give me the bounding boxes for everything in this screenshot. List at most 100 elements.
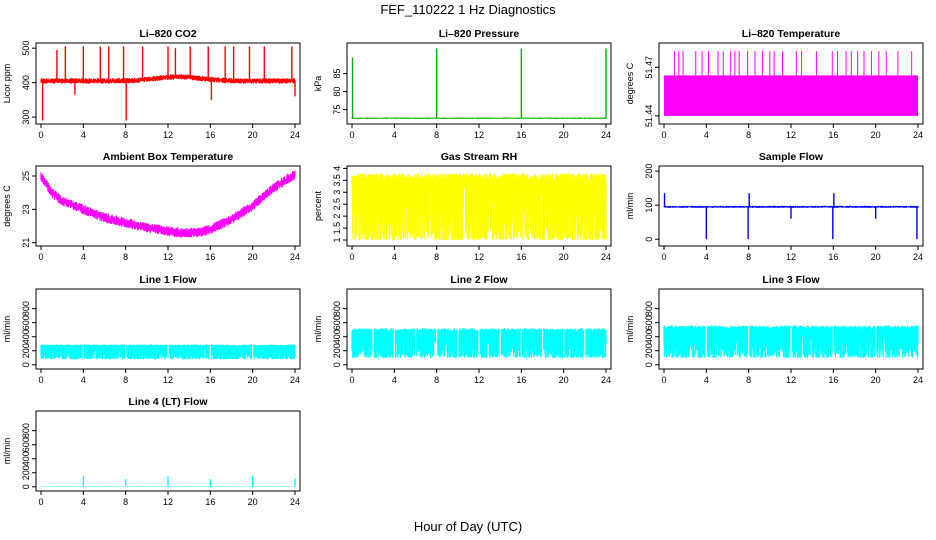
panel-sample: Sample Flow 0 4 8 12 16 20 24 0 100 200 ml/min <box>625 151 924 262</box>
y-axis-label: ml/min <box>313 316 323 343</box>
y-tick-label: 200 <box>644 164 654 179</box>
y-tick-label: 23 <box>21 204 31 214</box>
x-tick-label: 24 <box>290 130 300 140</box>
x-tick-label: 24 <box>290 375 300 385</box>
x-tick-label: 20 <box>559 130 569 140</box>
x-tick-label: 12 <box>163 130 173 140</box>
x-tick-label: 20 <box>559 252 569 262</box>
y-tick-label: 4 <box>332 166 342 171</box>
x-tick-label: 20 <box>248 375 258 385</box>
panel-box: Ambient Box Temperature 0 4 8 12 16 20 24 21 23 25… <box>2 151 301 262</box>
x-tick-label: 20 <box>248 130 258 140</box>
series-line2 <box>351 328 607 358</box>
x-tick-label: 12 <box>474 252 484 262</box>
series-band <box>351 173 607 240</box>
x-tick-label: 16 <box>828 375 838 385</box>
y-axis-label: percent <box>313 190 323 221</box>
y-tick-label: 85 <box>332 69 342 79</box>
x-tick-label: 12 <box>163 252 173 262</box>
x-tick-label: 12 <box>163 497 173 507</box>
series-line4 <box>40 476 296 487</box>
series-sample <box>663 193 919 240</box>
y-tick-label: 600 <box>21 437 31 452</box>
y-tick-label: 51.47 <box>644 56 654 79</box>
y-tick-label: 400 <box>332 329 342 344</box>
x-tick-label: 4 <box>392 375 397 385</box>
x-tick-label: 8 <box>434 252 439 262</box>
y-tick-label: 0 <box>21 362 31 367</box>
x-tick-label: 16 <box>828 252 838 262</box>
y-axis-label: ml/min <box>2 316 12 343</box>
series-co2 <box>40 46 296 121</box>
x-tick-label: 24 <box>913 130 923 140</box>
panel-title: Line 3 Flow <box>762 274 820 286</box>
y-tick-label: 3.5 <box>332 174 342 187</box>
figure-title: FEF_110222 1 Hz Diagnostics <box>380 2 556 17</box>
x-tick-label: 16 <box>205 252 215 262</box>
panel-title: Gas Stream RH <box>441 151 517 163</box>
y-tick-label: 75 <box>332 105 342 115</box>
panel-title: Line 1 Flow <box>139 274 197 286</box>
y-tick-label: 800 <box>644 301 654 316</box>
x-tick-label: 4 <box>392 252 397 262</box>
series-line <box>40 170 296 238</box>
y-tick-label: 600 <box>21 315 31 330</box>
x-tick-label: 0 <box>661 252 666 262</box>
x-tick-label: 20 <box>871 130 881 140</box>
x-tick-label: 16 <box>205 497 215 507</box>
x-tick-label: 0 <box>349 130 354 140</box>
x-tick-label: 0 <box>38 497 43 507</box>
y-axis-label: degrees C <box>625 62 635 104</box>
x-tick-label: 0 <box>38 252 43 262</box>
x-tick-label: 8 <box>746 252 751 262</box>
series-pressure <box>351 48 607 119</box>
x-tick-label: 8 <box>434 130 439 140</box>
x-tick-label: 8 <box>123 375 128 385</box>
x-tick-label: 0 <box>349 375 354 385</box>
x-tick-label: 4 <box>81 375 86 385</box>
y-axis-label: Licor ppm <box>2 64 12 104</box>
series-box <box>40 170 296 238</box>
y-tick-label: 400 <box>21 75 31 90</box>
y-tick-label: 500 <box>21 41 31 56</box>
y-axis-label: kPa <box>313 76 323 92</box>
y-tick-label: 51.44 <box>644 105 654 128</box>
y-axis-label: degrees C <box>2 185 12 227</box>
series-line1 <box>40 344 296 360</box>
y-tick-label: 2.5 <box>332 198 342 211</box>
x-tick-label: 8 <box>746 375 751 385</box>
y-tick-label: 0 <box>644 362 654 367</box>
x-tick-label: 16 <box>205 130 215 140</box>
y-tick-label: 21 <box>21 238 31 248</box>
x-tick-label: 20 <box>559 375 569 385</box>
x-tick-label: 16 <box>516 252 526 262</box>
x-tick-label: 16 <box>516 375 526 385</box>
x-tick-label: 4 <box>704 130 709 140</box>
series-temp <box>664 51 918 116</box>
panel-title: Li–820 Pressure <box>439 28 520 40</box>
x-tick-label: 16 <box>205 375 215 385</box>
panel-title: Ambient Box Temperature <box>103 151 234 163</box>
x-tick-label: 4 <box>81 252 86 262</box>
panel-temp: Li–820 Temperature 0 4 8 12 16 20 24 51.44 51.47 d… <box>625 28 924 140</box>
panel-title: Li–820 Temperature <box>742 28 841 40</box>
x-tick-label: 24 <box>601 130 611 140</box>
x-tick-label: 0 <box>38 130 43 140</box>
y-tick-label: 400 <box>21 329 31 344</box>
x-tick-label: 16 <box>828 130 838 140</box>
x-tick-label: 12 <box>786 130 796 140</box>
series-rh <box>351 173 607 240</box>
y-tick-label: 200 <box>644 343 654 358</box>
x-tick-label: 12 <box>786 375 796 385</box>
series-line <box>351 117 607 119</box>
y-tick-label: 400 <box>644 329 654 344</box>
x-tick-label: 0 <box>661 375 666 385</box>
x-tick-label: 24 <box>290 497 300 507</box>
y-tick-label: 0 <box>644 237 654 242</box>
panel-title: Sample Flow <box>759 151 824 163</box>
x-tick-label: 4 <box>81 130 86 140</box>
y-tick-label: 80 <box>332 87 342 97</box>
